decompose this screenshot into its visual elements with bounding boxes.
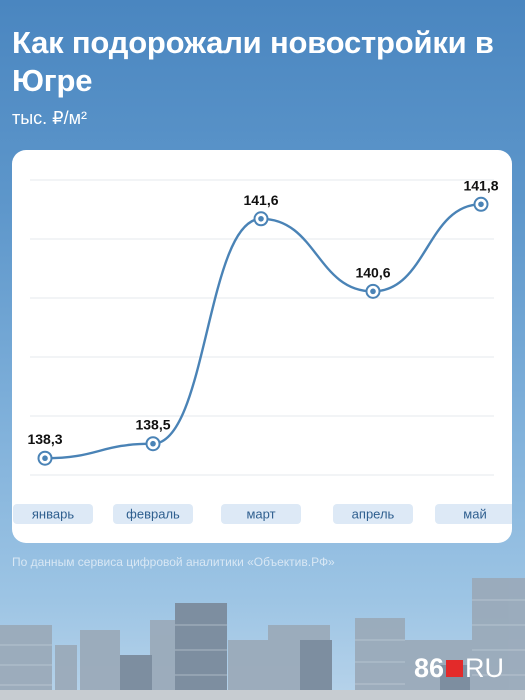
brand-logo[interactable]: 86 RU [414,653,504,683]
data-label: 141,8 [463,177,498,193]
data-label: 140,6 [355,264,390,280]
data-point-dot [42,455,48,462]
x-tick-box [221,504,301,524]
data-point-dot [150,440,156,447]
logo-number: 86 [414,652,445,683]
logo-suffix: RU [465,652,505,683]
x-tick-label: май [463,507,486,522]
data-source-note: По данным сервиса цифровой аналитики «Об… [12,555,335,569]
x-tick-box [13,504,93,524]
data-point-dot [370,288,376,295]
data-label: 141,6 [243,192,278,208]
chart-card: 138,3 138,5 141,6 140,6 141,8 январь февраль ма… [12,150,512,543]
data-label: 138,3 [27,431,62,447]
data-point-dot [258,215,264,222]
data-label: 138,5 [135,417,170,433]
x-tick-label: март [246,507,275,522]
chart-title: Как подорожали новостройки в Югре [12,25,494,98]
x-tick-label: апрель [352,507,395,522]
x-tick-box [113,504,193,524]
x-tick-label: январь [32,507,74,522]
line-chart: 138,3 138,5 141,6 140,6 141,8 январь февраль ма… [13,177,512,524]
x-tick-label: февраль [126,507,180,522]
data-point-dot [478,201,484,208]
chart-unit: тыс. ₽/м² [12,108,88,128]
x-tick-box [435,504,512,524]
logo-red-square-icon [446,659,464,677]
x-tick-box [333,504,413,524]
